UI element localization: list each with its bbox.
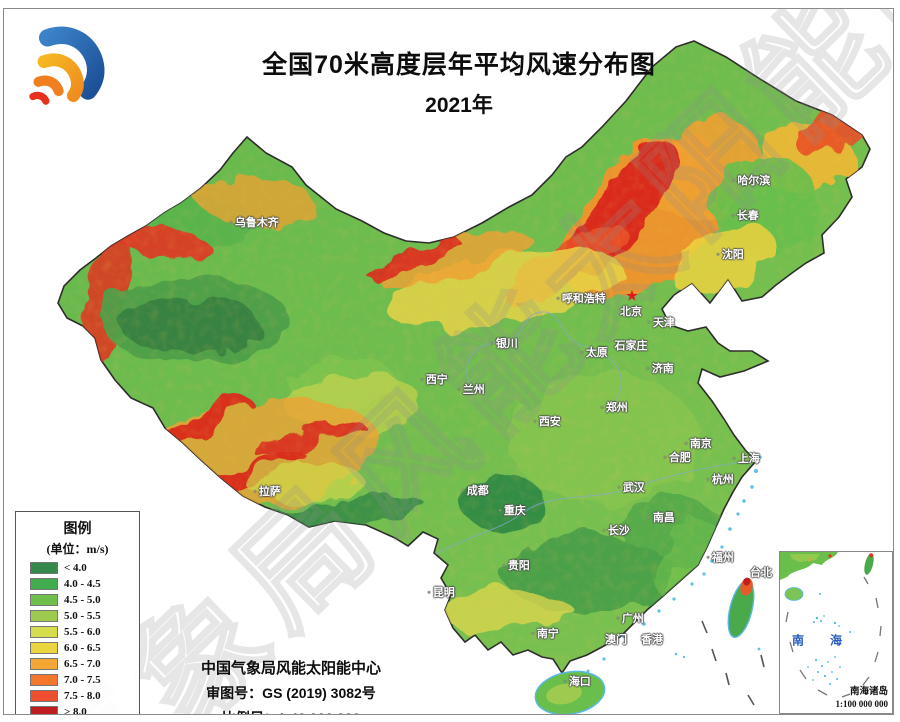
inset-sea-label: 南海: [791, 633, 869, 648]
legend-swatch: [30, 689, 58, 702]
nine-dash-line-inset: [785, 576, 882, 698]
legend-row: 6.5 - 7.0: [30, 657, 139, 670]
legend-swatch: [30, 673, 58, 686]
legend-row: 7.0 - 7.5: [30, 673, 139, 686]
map-frame: 全国70米高度层年平均风速分布图 2021年 中国气象局风能太阳能中心 乌鲁木齐…: [3, 8, 894, 715]
cma-wind-solar-logo-icon: [29, 26, 105, 105]
legend-swatch: [30, 561, 58, 574]
legend-row: 4.5 - 5.0: [30, 593, 139, 606]
legend-swatch: [30, 609, 58, 622]
legend-row: < 4.0: [30, 561, 139, 574]
legend-swatch: [30, 577, 58, 590]
taiwan-island: [727, 577, 755, 638]
coastal-islands: [586, 455, 762, 673]
source-scale: 比例尺：1:40 000 000: [201, 708, 381, 714]
legend-unit: (单位：m/s): [46, 542, 109, 556]
legend: 图例 (单位：m/s) < 4.0 4.0 - 4.5 4.5 - 5.0 5.…: [15, 511, 140, 714]
legend-swatch: [30, 657, 58, 670]
legend-swatch: [30, 705, 58, 714]
legend-row: 4.0 - 4.5: [30, 577, 139, 590]
source-block: 中国气象局风能太阳能中心 审图号：GS (2019) 3082号 比例尺：1:4…: [200, 657, 382, 714]
china-wind-speed-map: [57, 40, 871, 714]
page-title: 全国70米高度层年平均风速分布图: [262, 51, 656, 79]
legend-swatch: [30, 641, 58, 654]
inset-scale-label: 1:100 000 000: [835, 699, 889, 709]
legend-row: 5.0 - 5.5: [30, 609, 139, 622]
page-title-year: 2021年: [425, 94, 493, 117]
source-org: 中国气象局风能太阳能中心: [200, 660, 382, 677]
source-approval: 审图号：GS (2019) 3082号: [206, 685, 376, 701]
legend-row: 7.5 - 8.0: [30, 689, 139, 702]
inset-islands: [807, 593, 851, 685]
legend-row: > 8.0: [30, 705, 139, 714]
legend-swatch: [30, 625, 58, 638]
inset-art: [780, 552, 882, 698]
inset-map: 南海 南海诸岛 1:100 000 000: [779, 551, 893, 714]
legend-row: 6.0 - 6.5: [30, 641, 139, 654]
nine-dash-line-main: [701, 620, 765, 706]
legend-swatch: [30, 593, 58, 606]
title-block: 全国70米高度层年平均风速分布图 2021年: [262, 45, 656, 119]
hainan-island: [534, 670, 606, 714]
legend-title: 图例: [63, 520, 92, 536]
inset-name-label: 南海诸岛: [849, 687, 888, 697]
legend-row: 5.5 - 6.0: [30, 625, 139, 638]
rivers: [435, 311, 751, 555]
